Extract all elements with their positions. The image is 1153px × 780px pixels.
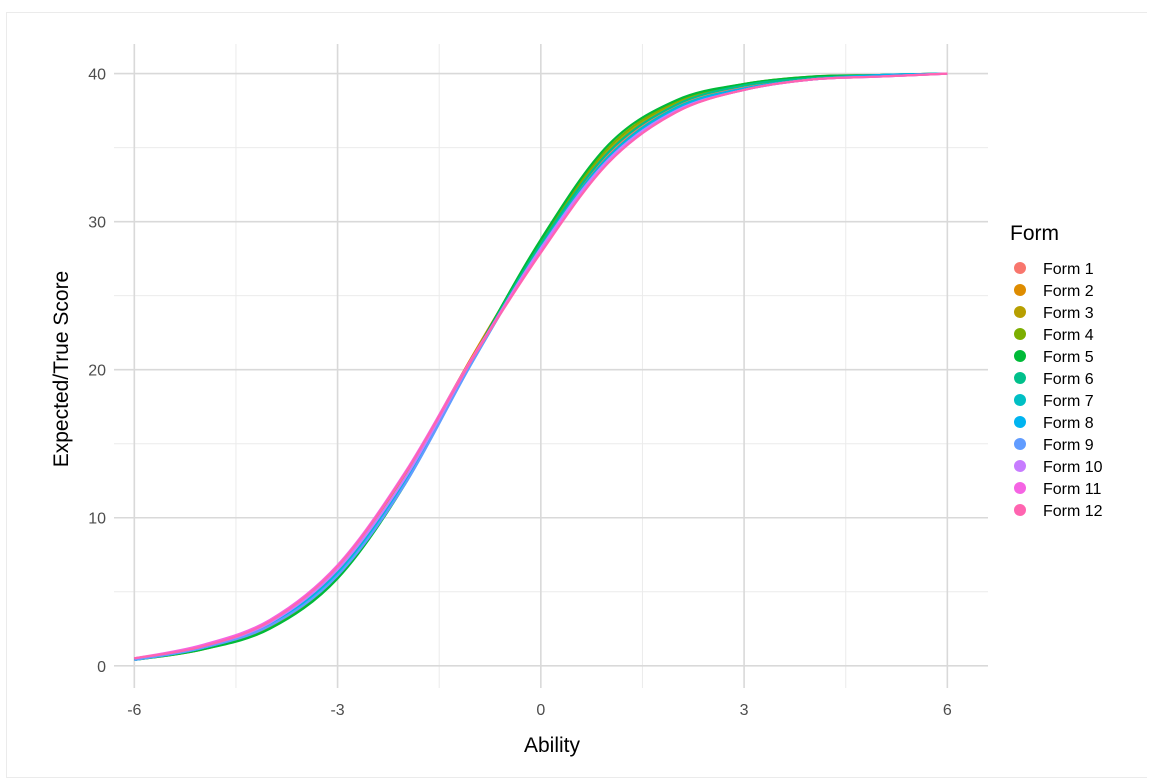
legend-marker	[1014, 306, 1026, 318]
legend-title: Form	[1010, 222, 1059, 245]
legend-marker	[1014, 328, 1026, 340]
legend-marker	[1014, 438, 1026, 450]
legend-label: Form 7	[1043, 393, 1094, 410]
legend-label: Form 9	[1043, 437, 1094, 454]
legend-label: Form 3	[1043, 305, 1094, 322]
y-tick-labels: 0 10 20 30 40	[88, 67, 106, 676]
legend-items: Form 1 Form 2 Form 3 Form 4 Form 5 Form 6 Form…	[1014, 261, 1103, 520]
legend-marker	[1014, 394, 1026, 406]
legend-marker	[1014, 350, 1026, 362]
legend-label: Form 1	[1043, 261, 1094, 278]
legend-label: Form 2	[1043, 283, 1094, 300]
legend-label: Form 6	[1043, 371, 1094, 388]
legend-marker	[1014, 416, 1026, 428]
x-tick-label: -3	[330, 702, 344, 719]
legend-marker	[1014, 504, 1026, 516]
legend-label: Form 12	[1043, 503, 1103, 520]
series-line-form-12	[134, 72, 948, 660]
y-tick-label: 10	[88, 511, 106, 528]
minor-gridlines	[114, 44, 988, 688]
legend-marker	[1014, 262, 1026, 274]
legend-marker	[1014, 372, 1026, 384]
series-line-form-5	[134, 72, 948, 661]
legend-marker	[1014, 482, 1026, 494]
legend-label: Form 10	[1043, 459, 1103, 476]
y-tick-label: 40	[88, 67, 106, 84]
x-tick-labels: -6 -3 0 3 6	[127, 702, 952, 719]
y-tick-label: 30	[88, 215, 106, 232]
y-tick-label: 0	[97, 659, 106, 676]
x-tick-label: 3	[740, 702, 749, 719]
y-axis-title: Expected/True Score	[50, 271, 73, 468]
legend-label: Form 4	[1043, 327, 1094, 344]
legend-label: Form 5	[1043, 349, 1094, 366]
legend-marker	[1014, 460, 1026, 472]
legend-label: Form 11	[1043, 481, 1101, 498]
x-tick-label: 6	[943, 702, 952, 719]
x-tick-label: -6	[127, 702, 141, 719]
legend-label: Form 8	[1043, 415, 1094, 432]
x-tick-label: 0	[536, 702, 545, 719]
plot-frame	[6, 12, 1147, 778]
x-axis-title: Ability	[524, 734, 581, 757]
legend-marker	[1014, 284, 1026, 296]
y-tick-label: 20	[88, 363, 106, 380]
series-lines	[134, 72, 948, 661]
